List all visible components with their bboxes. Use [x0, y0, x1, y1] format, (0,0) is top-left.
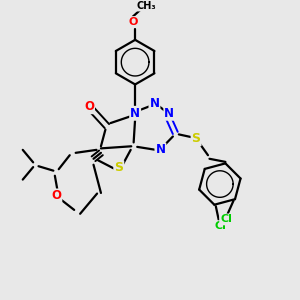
Text: O: O — [84, 100, 94, 113]
Text: O: O — [51, 189, 61, 203]
Text: N: N — [149, 97, 160, 110]
Text: O: O — [128, 17, 137, 27]
Text: N: N — [130, 107, 140, 120]
Text: S: S — [192, 132, 201, 146]
Text: S: S — [114, 161, 123, 174]
Text: Cl: Cl — [220, 214, 232, 224]
Text: N: N — [155, 143, 165, 156]
Text: CH₃: CH₃ — [136, 1, 156, 11]
Text: N: N — [164, 107, 174, 120]
Text: Cl: Cl — [214, 221, 226, 231]
